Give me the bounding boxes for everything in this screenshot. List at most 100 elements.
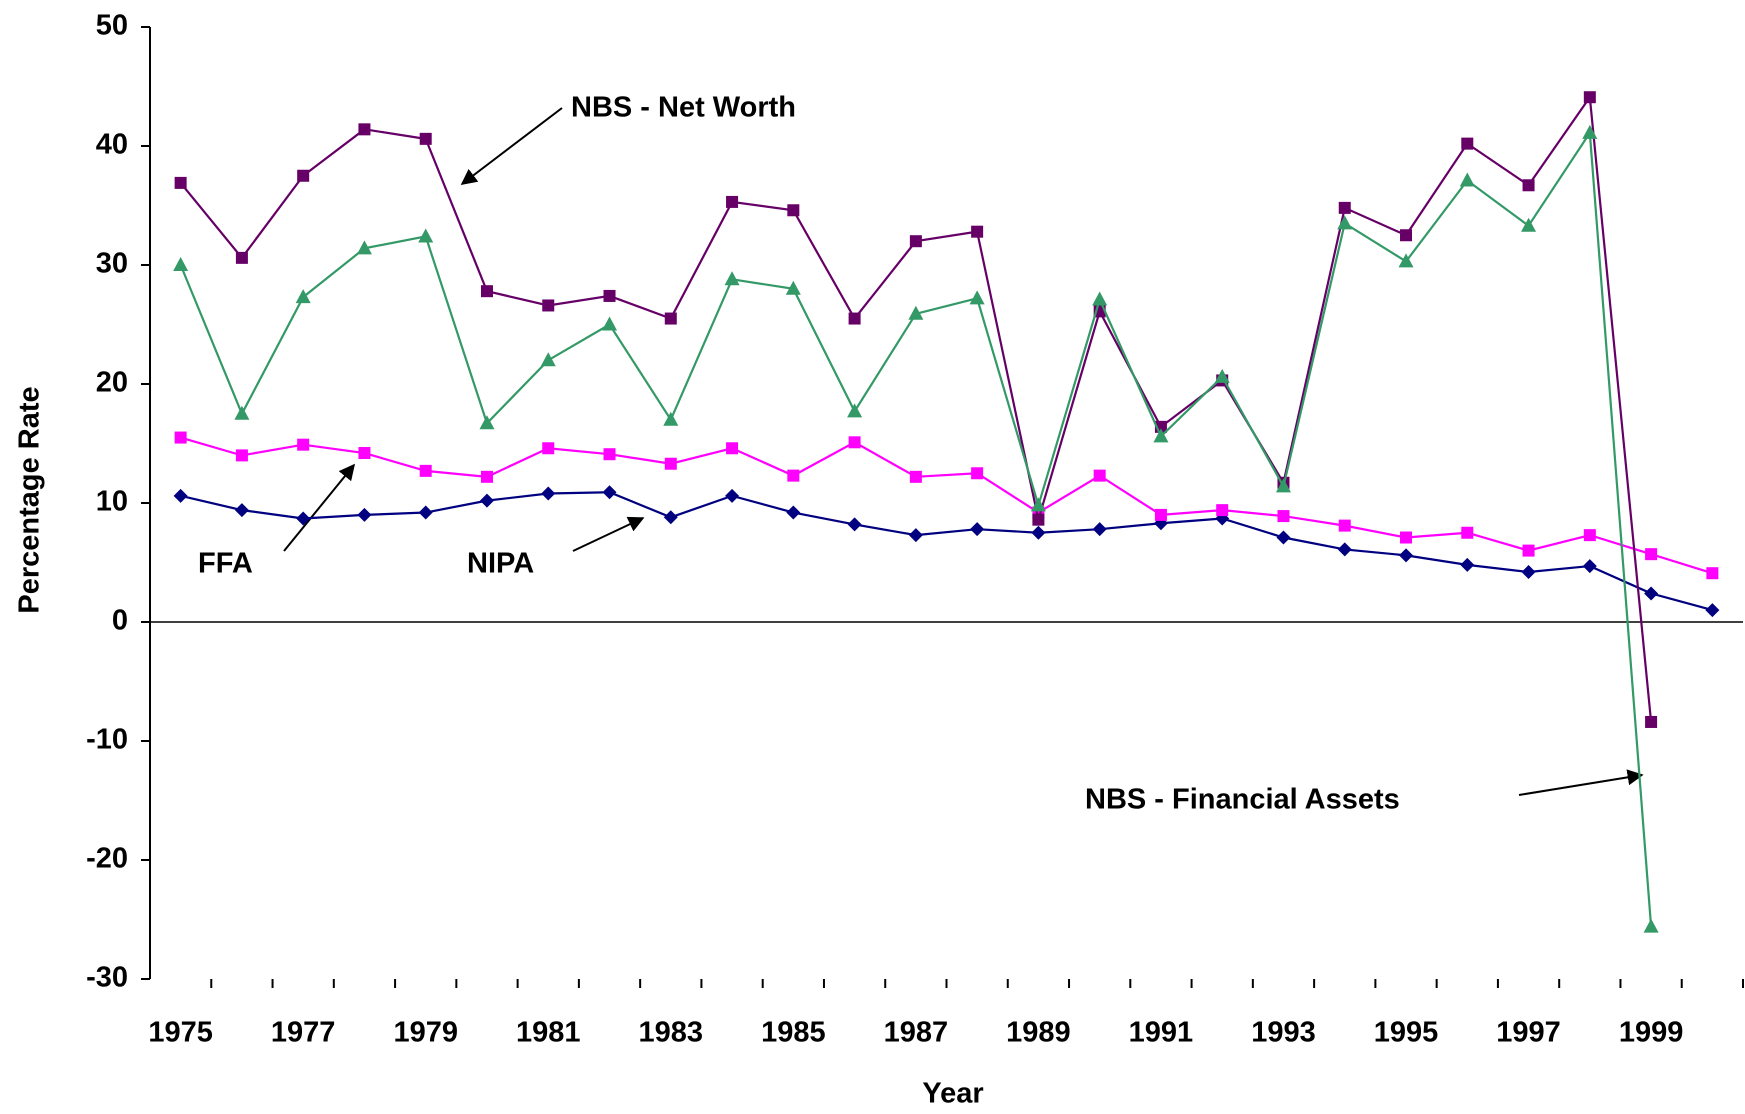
marker: [419, 132, 432, 145]
marker: [787, 204, 800, 217]
marker: [847, 517, 862, 532]
marker: [971, 225, 984, 238]
marker: [1275, 478, 1291, 493]
marker: [603, 289, 616, 302]
marker: [664, 457, 677, 470]
marker: [419, 464, 432, 477]
marker: [297, 169, 310, 182]
y-tick-label: -20: [86, 843, 128, 875]
y-axis-label: Percentage Rate: [14, 386, 46, 613]
marker: [787, 469, 800, 482]
marker: [847, 403, 863, 418]
marker: [663, 411, 679, 426]
marker: [540, 352, 556, 367]
marker: [970, 522, 985, 537]
marker: [1400, 229, 1413, 242]
marker: [1522, 179, 1535, 192]
marker: [174, 176, 187, 189]
marker: [663, 510, 678, 525]
marker: [1154, 508, 1167, 521]
marker: [1093, 469, 1106, 482]
y-tick-label: -30: [86, 962, 128, 994]
marker: [235, 251, 248, 264]
marker: [786, 505, 801, 520]
marker: [1459, 172, 1475, 187]
marker: [480, 285, 493, 298]
x-tick-label: 1991: [1129, 1017, 1194, 1049]
marker: [418, 228, 434, 243]
annotation-arrow: [283, 463, 356, 552]
marker: [726, 442, 739, 455]
marker: [297, 438, 310, 451]
marker: [174, 431, 187, 444]
marker: [785, 280, 801, 295]
series-line: [179, 94, 1653, 723]
y-tick-label: 30: [96, 248, 128, 280]
x-tick-label: 1995: [1374, 1017, 1439, 1049]
marker: [173, 257, 189, 271]
marker: [602, 485, 617, 500]
marker: [1032, 513, 1045, 526]
marker: [1092, 291, 1108, 306]
marker: [1216, 504, 1229, 517]
y-tick-label: 40: [96, 129, 128, 161]
marker: [724, 271, 740, 286]
marker: [356, 240, 372, 255]
x-tick-label: 1981: [516, 1017, 581, 1049]
x-tick-label: 1987: [884, 1017, 949, 1049]
marker: [603, 448, 616, 461]
marker: [1092, 522, 1107, 537]
x-tick-label: 1983: [639, 1017, 704, 1049]
marker: [909, 235, 922, 248]
marker: [480, 470, 493, 483]
marker: [1031, 525, 1046, 540]
marker: [1521, 217, 1537, 232]
marker: [1399, 548, 1414, 563]
marker: [1583, 91, 1596, 104]
marker: [358, 447, 371, 460]
marker: [1705, 603, 1720, 618]
marker: [909, 470, 922, 483]
marker: [1030, 497, 1046, 512]
y-tick-label: 0: [112, 605, 128, 637]
marker: [1643, 918, 1659, 933]
y-tick-label: 10: [96, 486, 128, 518]
annotation: NIPA: [467, 548, 534, 580]
marker: [542, 299, 555, 312]
marker: [295, 289, 311, 304]
marker: [1583, 529, 1596, 542]
marker: [1337, 215, 1353, 230]
marker: [234, 503, 249, 518]
annotation: NBS - Net Worth: [571, 92, 796, 124]
marker: [1338, 519, 1351, 532]
marker: [1461, 526, 1474, 539]
marker: [1400, 531, 1413, 544]
marker: [1644, 586, 1659, 601]
marker: [358, 123, 371, 136]
marker: [1277, 510, 1290, 523]
marker: [1276, 530, 1291, 545]
marker: [1460, 557, 1475, 572]
marker: [541, 486, 556, 501]
marker: [726, 195, 739, 208]
marker: [1521, 565, 1536, 580]
x-tick-label: 1993: [1251, 1017, 1316, 1049]
marker: [235, 449, 248, 462]
annotation-arrow: [1518, 769, 1644, 796]
x-tick-label: 1997: [1496, 1017, 1561, 1049]
annotation-arrow: [460, 107, 563, 185]
marker: [1337, 542, 1352, 557]
marker: [479, 415, 495, 430]
marker: [969, 290, 985, 305]
marker: [1582, 559, 1597, 574]
marker: [1215, 511, 1230, 526]
marker: [908, 528, 923, 543]
x-axis-label: Year: [922, 1078, 983, 1110]
marker: [1522, 544, 1535, 557]
marker: [908, 305, 924, 320]
marker: [725, 488, 740, 503]
x-tick-label: 1975: [148, 1017, 213, 1049]
marker: [602, 316, 618, 331]
marker: [1398, 253, 1414, 268]
marker: [1153, 428, 1169, 443]
